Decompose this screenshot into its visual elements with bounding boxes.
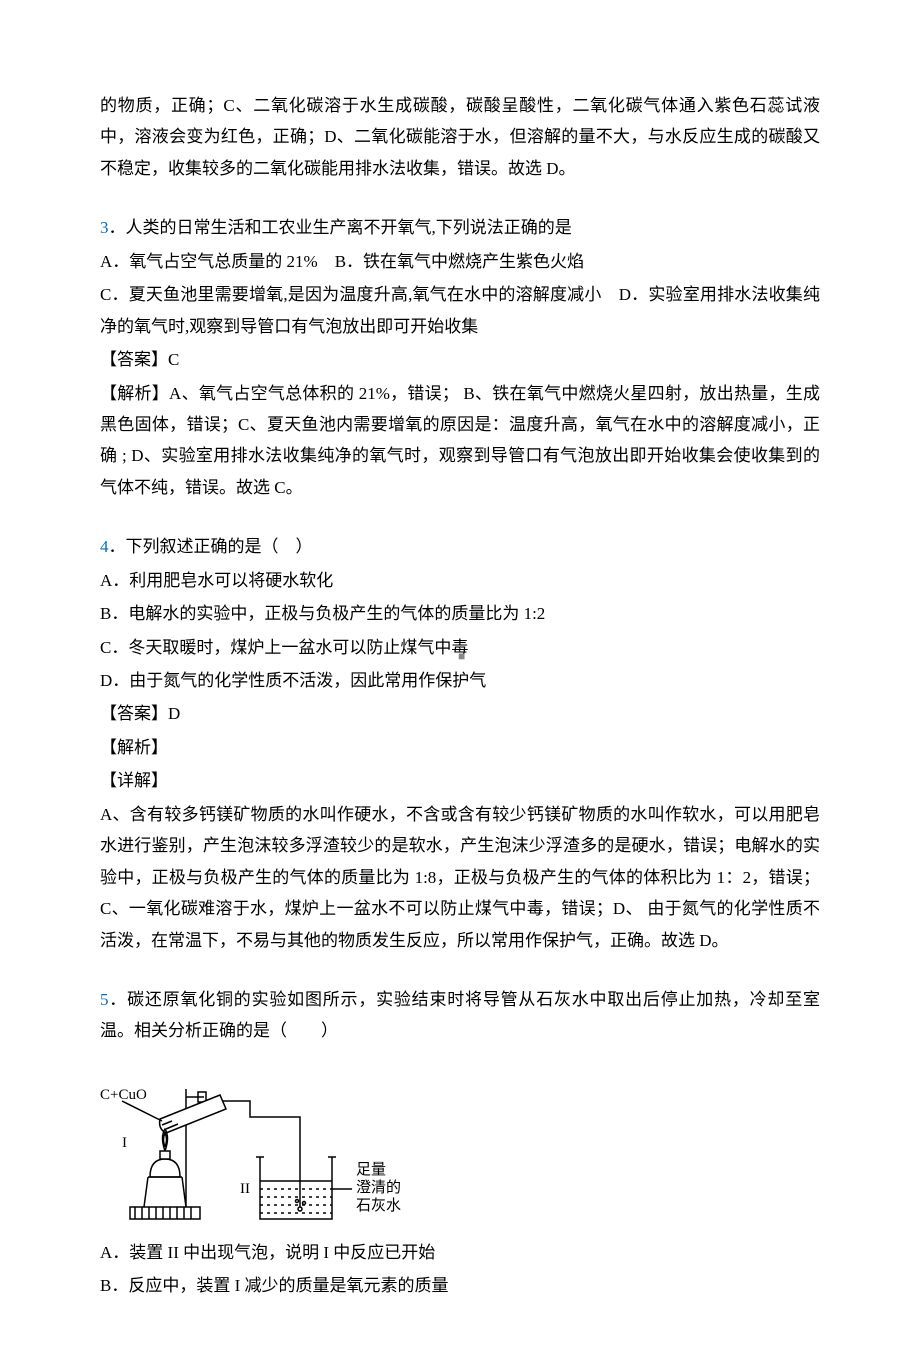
q4-number: 4 (100, 537, 109, 556)
q3-exp-text: A、氧气占空气总体积的 21%，错误； B、铁在氧气中燃烧火星四射，放出热量，生… (100, 384, 820, 497)
q4-option-d: D．由于氮气的化学性质不活泼，因此常用作保护气 (100, 665, 820, 696)
q4-answer: 【答案】D (100, 698, 820, 729)
q3-explanation: 【解析】A、氧气占空气总体积的 21%，错误； B、铁在氧气中燃烧火星四射，放出… (100, 378, 820, 504)
q3-option-row-ab: A．氧气占空气总质量的 21% B．铁在氧气中燃烧产生紫色火焰 (100, 246, 820, 277)
q3-answer-label: 【答案】 (100, 350, 168, 369)
q5-option-b: B．反应中，装置 I 减少的质量是氧元素的质量 (100, 1270, 820, 1301)
q3-option-row-cd: C．夏天鱼池里需要增氧,是因为温度升高,氧气在水中的溶解度减小 D．实验室用排水… (100, 279, 820, 342)
diagram-anno-2: 澄清的 (356, 1179, 401, 1196)
q5-option-a: A．装置 II 中出现气泡，说明 I 中反应已开始 (100, 1237, 820, 1268)
q3-number: 3 (100, 218, 109, 237)
q5-sep: ． (109, 990, 128, 1009)
spacer (100, 958, 820, 984)
q5-diagram: C+CuO I II 足量 澄清的 石灰水 (100, 1059, 410, 1229)
q3-stem-text: 人类的日常生活和工农业生产离不开氧气,下列说法正确的是 (126, 218, 572, 237)
q4-option-a: A．利用肥皂水可以将硬水软化 (100, 565, 820, 596)
diagram-label-ccuo: C+CuO (100, 1087, 147, 1103)
q4-det-label-row: 【详解】 (100, 765, 820, 796)
q3-exp-label: 【解析】 (100, 384, 169, 403)
q5-number: 5 (100, 990, 109, 1009)
document-page: 的物质，正确；C、二氧化碳溶于水生成碳酸，碳酸呈酸性，二氧化碳气体通入紫色石蕊试… (0, 0, 920, 1364)
spacer (100, 186, 820, 212)
q3-answer: 【答案】C (100, 344, 820, 375)
q5-stem-text: 碳还原氧化铜的实验如图所示，实验结束时将导管从石灰水中取出后停止加热，冷却至室温… (100, 990, 820, 1040)
page-marker: ■ (458, 649, 465, 664)
q4-answer-value: D (168, 704, 180, 723)
q3-option-c: C．夏天鱼池里需要增氧,是因为温度升高,氧气在水中的溶解度减小 (100, 285, 602, 304)
diagram-label-ii: II (240, 1181, 250, 1197)
q4-sep: ． (109, 537, 126, 556)
q4-answer-label: 【答案】 (100, 704, 168, 723)
q3-answer-value: C (168, 350, 179, 369)
diagram-anno-3: 石灰水 (356, 1197, 401, 1214)
diagram-anno-1: 足量 (356, 1161, 386, 1178)
apparatus-svg: C+CuO I II 足量 澄清的 石灰水 (100, 1059, 410, 1229)
q3-option-a: A．氧气占空气总质量的 21% (100, 252, 318, 271)
q4-option-b: B．电解水的实验中，正极与负极产生的气体的质量比为 1:2 (100, 598, 820, 629)
q4-stem: 4．下列叙述正确的是（ ） (100, 531, 820, 562)
q5-diagram-row: C+CuO I II 足量 澄清的 石灰水 (100, 1049, 820, 1237)
q4-exp-label-row: 【解析】 (100, 732, 820, 763)
q4-detail: A、含有较多钙镁矿物质的水叫作硬水，不含或含有较少钙镁矿物质的水叫作软水，可以用… (100, 799, 820, 956)
q3-sep: ． (109, 218, 126, 237)
continuation-paragraph: 的物质，正确；C、二氧化碳溶于水生成碳酸，碳酸呈酸性，二氧化碳气体通入紫色石蕊试… (100, 90, 820, 184)
q4-stem-text: 下列叙述正确的是（ ） (126, 537, 313, 556)
q3-option-b: B．铁在氧气中燃烧产生紫色火焰 (335, 252, 584, 271)
q3-stem: 3．人类的日常生活和工农业生产离不开氧气,下列说法正确的是 (100, 212, 820, 243)
q5-stem: 5．碳还原氧化铜的实验如图所示，实验结束时将导管从石灰水中取出后停止加热，冷却至… (100, 984, 820, 1047)
spacer (100, 505, 820, 531)
diagram-label-i: I (122, 1135, 127, 1151)
